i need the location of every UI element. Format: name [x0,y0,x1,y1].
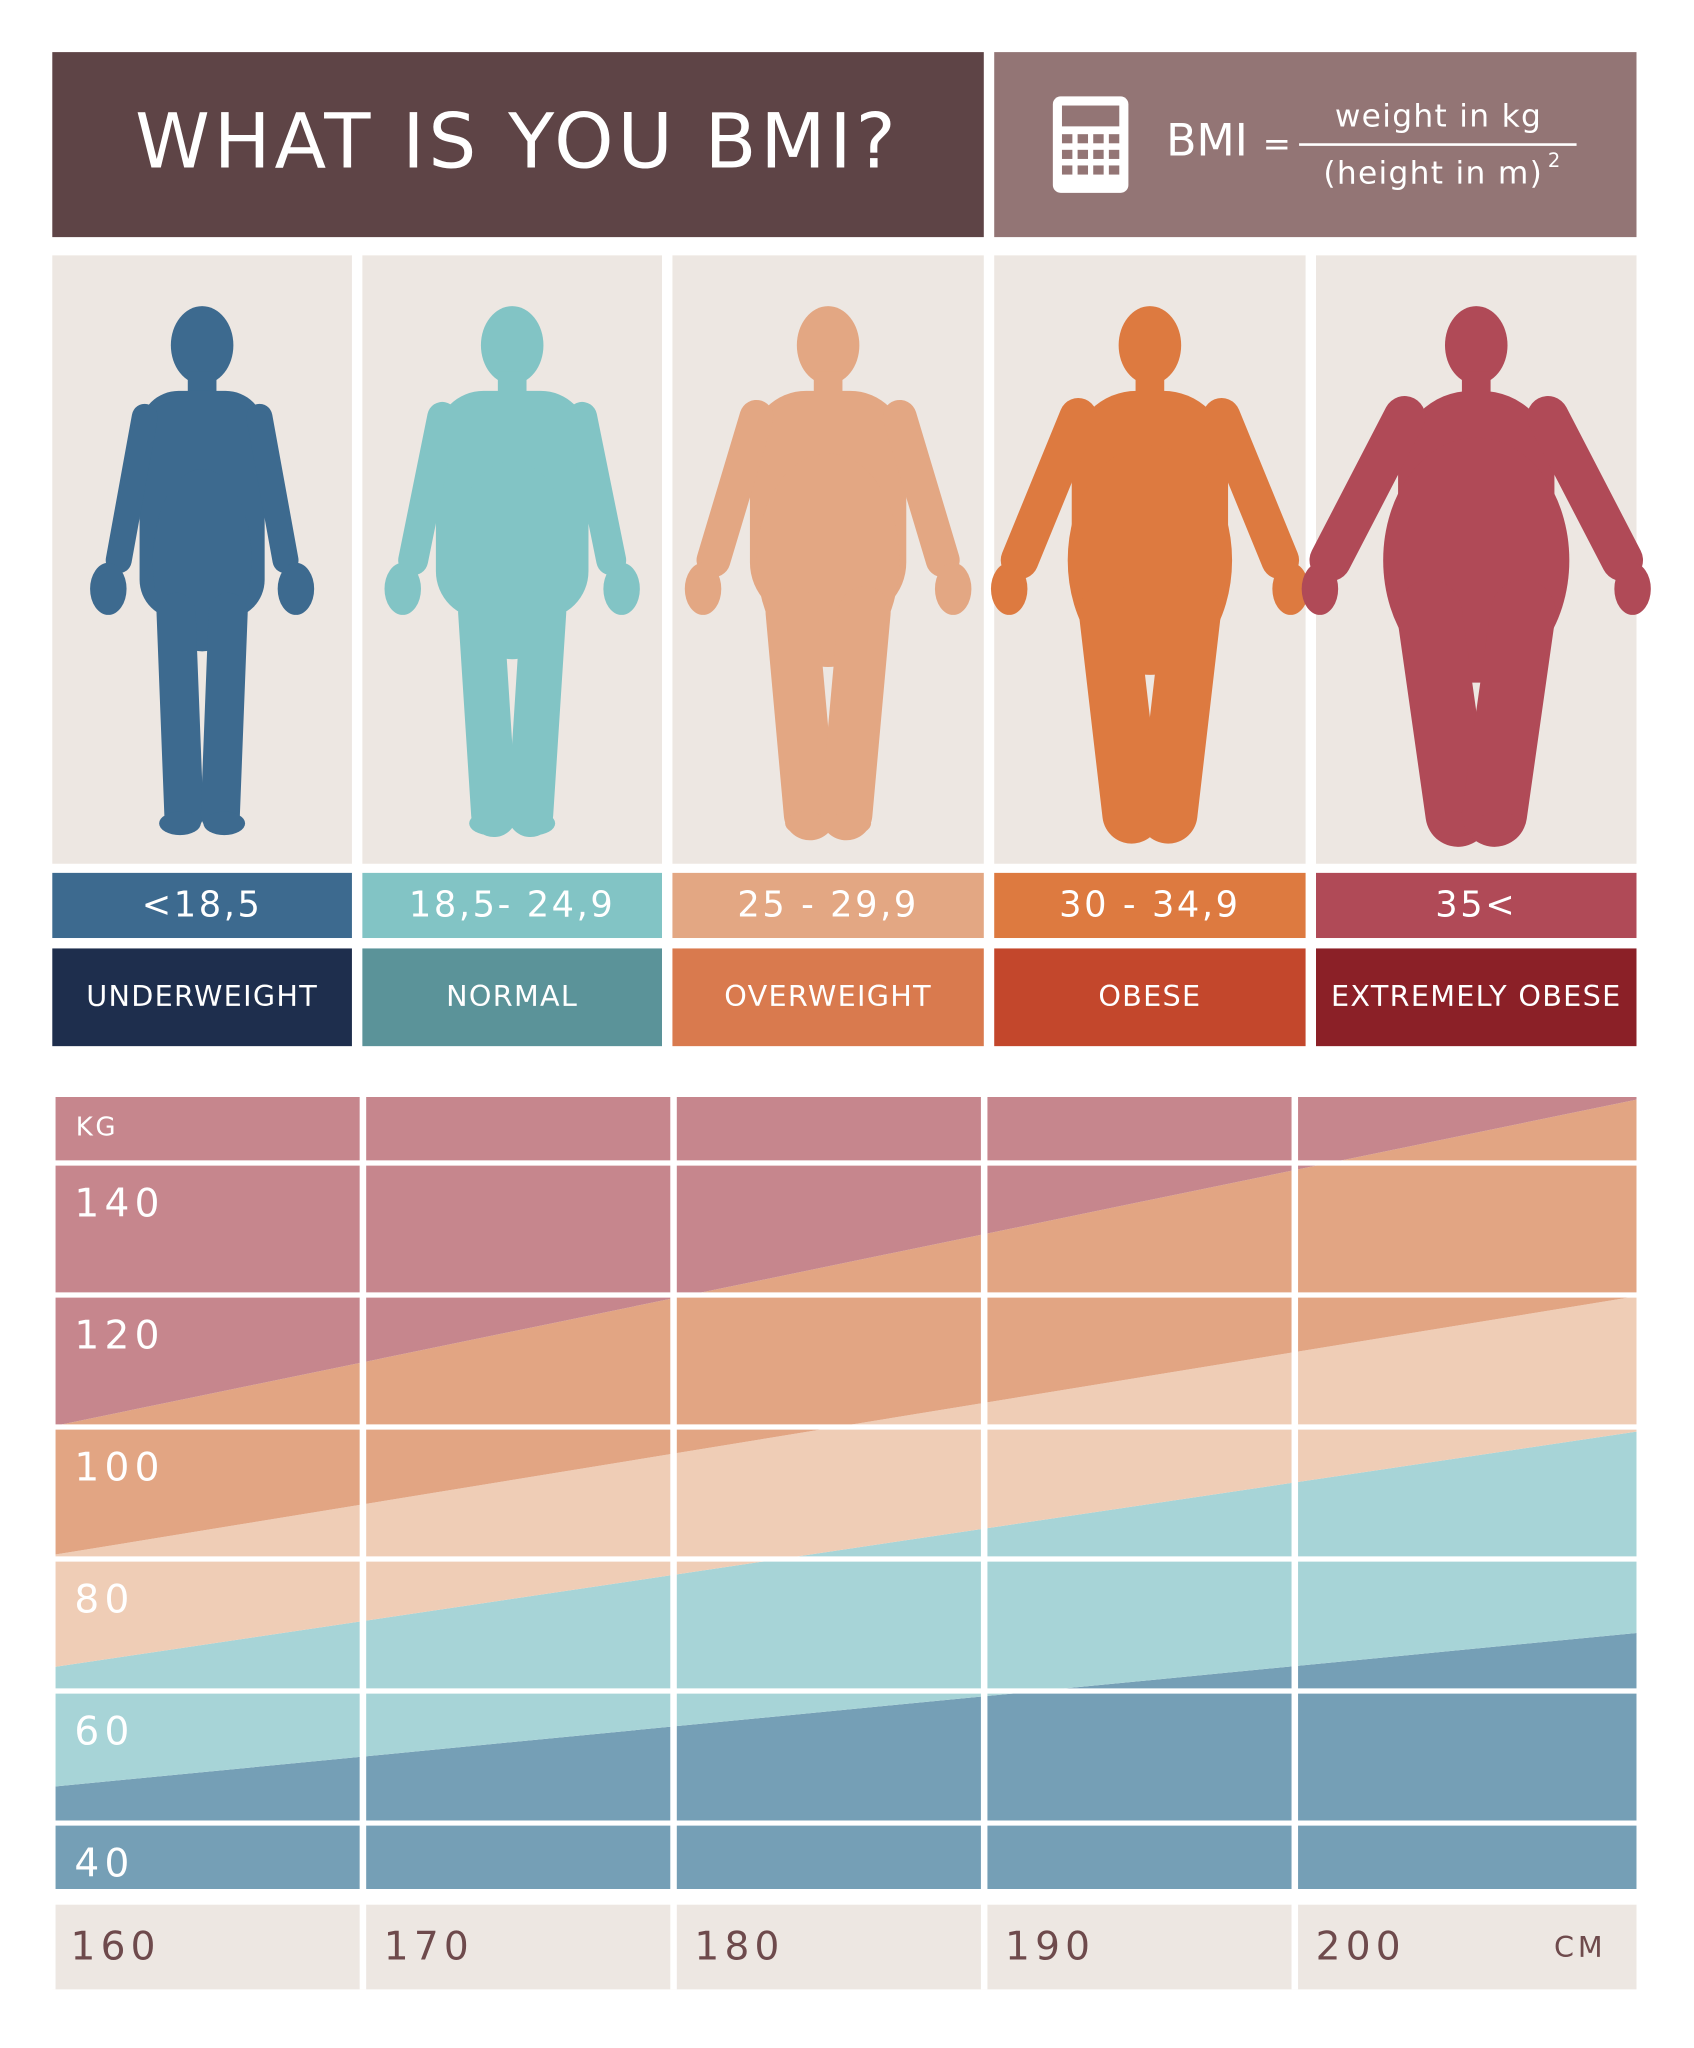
hand [603,562,640,615]
label-box [672,948,984,1047]
foot [1106,811,1149,836]
hand [384,562,421,615]
foot [785,811,827,836]
x-tick-label: 180 [694,1924,784,1969]
leg [200,592,248,834]
head [1118,306,1182,385]
arm [105,403,158,574]
arm [567,401,627,576]
foot [513,811,556,836]
foot [203,811,246,836]
hand [277,562,315,615]
leg [1461,579,1556,847]
title-box [52,52,984,238]
hand [934,562,972,615]
label-box [52,948,352,1047]
arm [882,399,960,578]
calculator-icon [1052,96,1129,193]
arm [1202,398,1300,580]
formula-lhs: BMI [1166,115,1248,166]
bmi-band [52,1296,1637,1668]
hand [1614,562,1651,615]
arm [398,401,458,576]
bmi-band [52,1099,1637,1556]
y-tick-label: 80 [74,1578,134,1623]
formula-denominator: (height in m) [1323,156,1543,192]
silhouette [90,306,315,836]
head [1444,306,1508,385]
bmi-chart: 40 60 80 100 120 140 KG 160 170 180 190 200 CM [49,1096,1637,1990]
label-box [1316,948,1637,1047]
hand [684,562,722,615]
y-tick-label: 60 [74,1710,134,1755]
silhouette [684,306,972,841]
x-axis-row [52,1904,1637,1990]
hand [1301,562,1339,615]
formula-numerator: weight in kg [1335,98,1542,134]
leg [507,589,567,838]
category-label: OBESE [1098,979,1201,1013]
x-tick-label: 170 [384,1924,474,1969]
range-box [994,872,1306,939]
formula-equals: = [1263,124,1291,163]
arm [1309,396,1426,582]
category-label: EXTREMELY OBESE [1331,979,1622,1013]
label-box [362,948,663,1047]
foot [1477,811,1520,836]
y-tick-label: 140 [74,1181,164,1226]
range-label: <18,5 [142,885,263,926]
leg [1078,583,1161,844]
range-label: 35< [1435,885,1517,926]
y-tick-label: 100 [74,1445,164,1490]
leg [820,586,891,841]
title: WHAT IS YOU BMI? [135,98,899,186]
hand [990,562,1028,615]
hand [1272,562,1309,615]
leg [156,592,204,834]
x-tick-label: 160 [71,1924,161,1969]
arm [1527,396,1644,582]
formula-exponent: 2 [1548,149,1560,172]
arm [246,403,299,574]
silhouette [1301,306,1651,847]
y-tick-label: 40 [74,1842,134,1887]
range-label: 30 - 34,9 [1059,885,1241,926]
range-box [672,872,984,939]
foot [829,811,872,836]
bmi-band [52,1431,1637,1787]
foot [159,811,201,836]
head [170,306,234,385]
head [480,306,544,385]
range-label: 18,5- 24,9 [409,885,615,926]
category-label: OVERWEIGHT [724,979,932,1013]
head [796,306,860,385]
hand [90,562,127,615]
x-tick-label: 200 [1316,1924,1406,1969]
label-box [994,948,1306,1047]
leg [1396,579,1491,847]
foot [1151,811,1193,836]
leg [1138,583,1221,844]
silhouette [384,306,640,838]
y-unit: KG [76,1113,118,1143]
foot [469,811,511,836]
silhouette [990,306,1309,844]
range-box [1316,872,1637,939]
categories: <18,5 UNDERWEIGHT 18,5- 24,9 NORMAL 25 - 29,… [52,255,1651,1047]
leg [765,586,836,841]
range-label: 25 - 29,9 [737,885,919,926]
leg [458,589,517,838]
category-label: UNDERWEIGHT [86,979,318,1013]
range-box [52,872,352,939]
arm [696,399,774,578]
category-label: NORMAL [446,979,578,1013]
bmi-band [52,1096,1637,1427]
range-box [362,872,663,939]
arm [1000,398,1098,580]
x-tick-label: 190 [1005,1924,1095,1969]
x-unit: CM [1554,1930,1607,1964]
y-tick-label: 120 [74,1313,164,1358]
